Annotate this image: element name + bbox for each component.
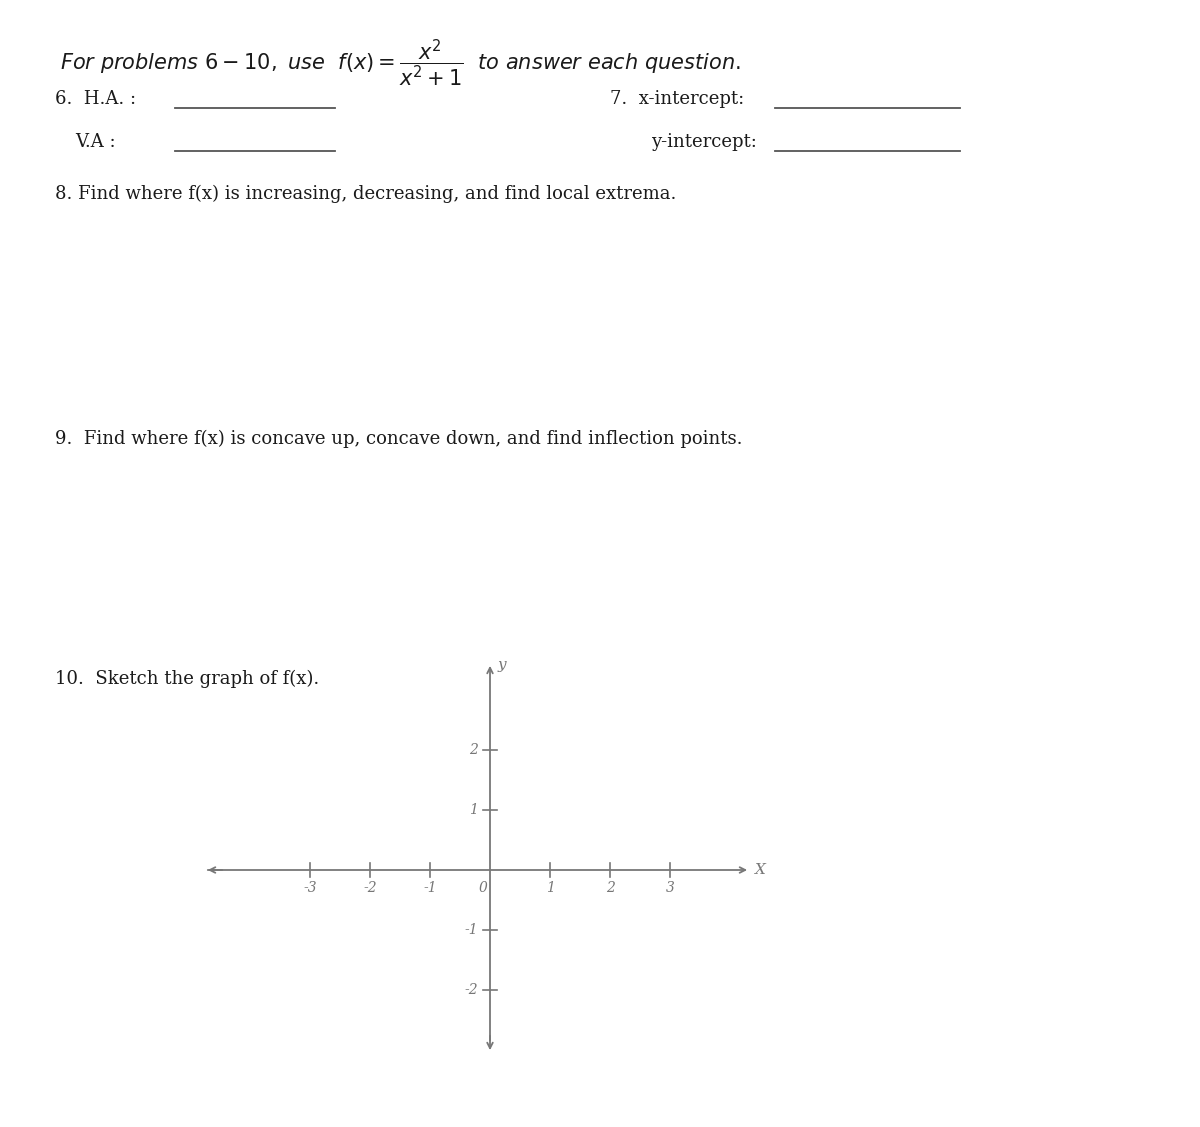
Text: -2: -2 (364, 881, 377, 895)
Text: 0: 0 (478, 881, 487, 895)
Text: V.A :: V.A : (74, 133, 115, 151)
Text: y: y (498, 658, 506, 672)
Text: -2: -2 (464, 983, 478, 997)
Text: 7.  x-intercept:: 7. x-intercept: (610, 90, 744, 108)
Text: 1: 1 (469, 804, 478, 817)
Text: 2: 2 (469, 743, 478, 757)
Text: y-intercept:: y-intercept: (650, 133, 757, 151)
Text: X: X (755, 863, 766, 877)
Text: -3: -3 (304, 881, 317, 895)
Text: 8. Find where f(x) is increasing, decreasing, and find local extrema.: 8. Find where f(x) is increasing, decrea… (55, 185, 677, 203)
Text: -1: -1 (424, 881, 437, 895)
Text: 3: 3 (666, 881, 674, 895)
Text: 9.  Find where f(x) is concave up, concave down, and find inflection points.: 9. Find where f(x) is concave up, concav… (55, 431, 743, 449)
Text: 1: 1 (546, 881, 554, 895)
Text: $\mathit{For\ problems\ 6-10,\ use}$  $f(x) = \dfrac{x^2}{x^2+1}$  $\mathit{to\ : $\mathit{For\ problems\ 6-10,\ use}$ $f(… (60, 38, 742, 89)
Text: -1: -1 (464, 923, 478, 937)
Text: 10.  Sketch the graph of f(x).: 10. Sketch the graph of f(x). (55, 669, 319, 689)
Text: 6.  H.A. :: 6. H.A. : (55, 90, 136, 108)
Text: 2: 2 (606, 881, 614, 895)
